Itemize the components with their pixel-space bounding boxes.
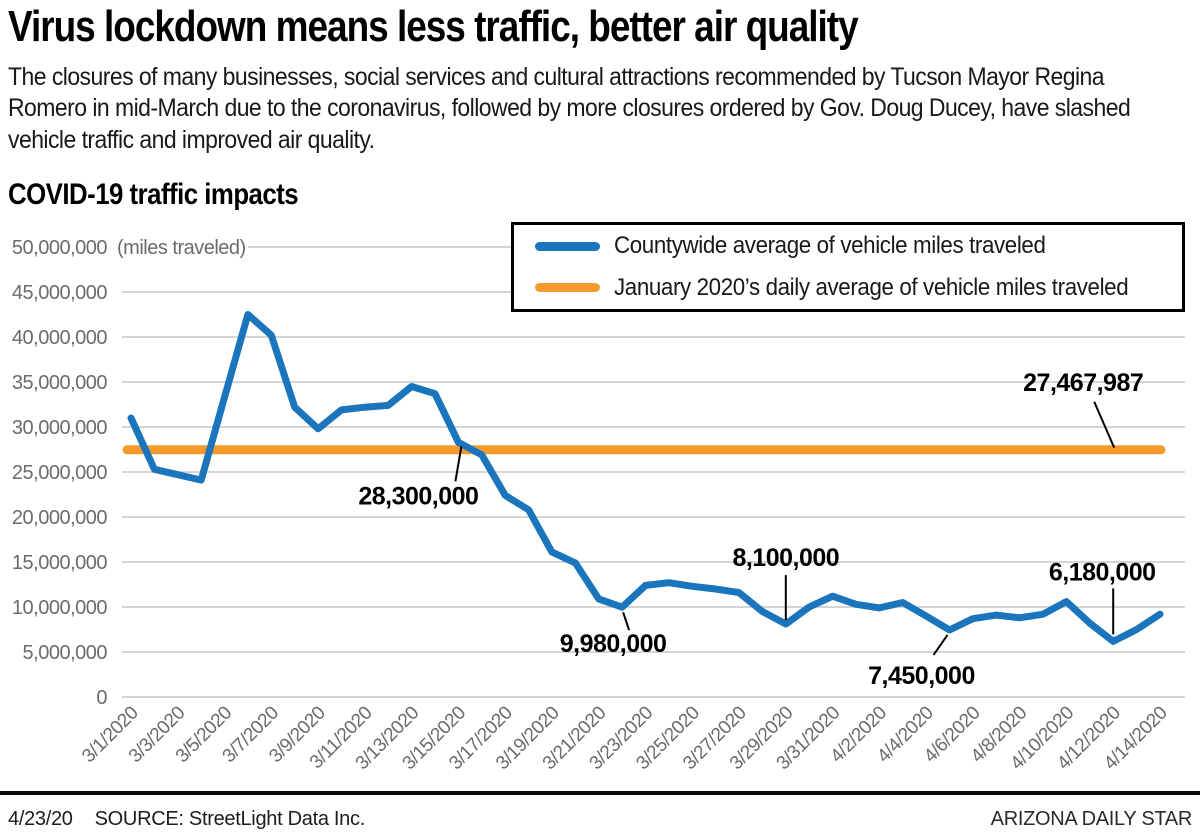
legend-label-countywide: Countywide average of vehicle miles trav… bbox=[614, 232, 1046, 260]
y-tick-label: 40,000,000 bbox=[12, 327, 107, 349]
y-tick-label: 45,000,000 bbox=[12, 282, 107, 304]
footer-date: 4/23/20 bbox=[8, 808, 73, 830]
annotation-label: 27,467,987 bbox=[1023, 369, 1143, 397]
annotation-label: 28,300,000 bbox=[358, 482, 478, 510]
y-tick-label: 0 bbox=[96, 687, 107, 709]
footer-rule bbox=[0, 791, 1200, 795]
annotation-label: 8,100,000 bbox=[732, 544, 839, 572]
legend-item-countywide: Countywide average of vehicle miles trav… bbox=[514, 226, 1182, 266]
legend-swatch-baseline-line bbox=[535, 283, 600, 293]
annotation-pointer bbox=[932, 634, 949, 656]
y-tick-label: 35,000,000 bbox=[12, 372, 107, 394]
annotation-pointer bbox=[1093, 401, 1116, 449]
traffic-series-line bbox=[127, 311, 1164, 645]
annotation-label: 9,980,000 bbox=[560, 630, 667, 658]
y-tick-label: 10,000,000 bbox=[12, 597, 107, 619]
y-tick-label: 50,000,000 bbox=[12, 237, 107, 259]
footer-credit: ARIZONA DAILY STAR bbox=[990, 808, 1193, 830]
subtext: The closures of many businesses, social … bbox=[8, 63, 1131, 154]
legend-label-baseline: January 2020’s daily average of vehicle … bbox=[614, 273, 1129, 301]
y-tick-label: 30,000,000 bbox=[12, 417, 107, 439]
annotation-pointer bbox=[622, 611, 631, 631]
footer-source: SOURCE: StreetLight Data Inc. bbox=[94, 808, 366, 830]
legend-item-january-baseline: January 2020’s daily average of vehicle … bbox=[514, 268, 1182, 308]
chart-title: COVID-19 traffic impacts bbox=[8, 178, 299, 211]
annotation-pointer bbox=[454, 446, 463, 482]
y-tick-label: 25,000,000 bbox=[12, 462, 107, 484]
footer: 4/23/20 SOURCE: StreetLight Data Inc. AR… bbox=[8, 808, 1192, 831]
traffic-line-chart: 0 5,000,000 10,000,000 15,000,000 20,000,000… bbox=[12, 237, 1185, 774]
legend-swatch-countywide-line bbox=[535, 241, 600, 251]
y-tick-label: 5,000,000 bbox=[23, 642, 108, 664]
chart-legend: Countywide average of vehicle miles trav… bbox=[511, 222, 1185, 312]
annotation-label: 6,180,000 bbox=[1049, 558, 1156, 586]
y-axis-unit-note: (miles traveled) bbox=[117, 237, 246, 259]
headline: Virus lockdown means less traffic, bette… bbox=[8, 2, 859, 51]
annotation-label: 7,450,000 bbox=[868, 662, 975, 690]
y-tick-label: 20,000,000 bbox=[12, 507, 107, 529]
y-tick-label: 15,000,000 bbox=[12, 552, 107, 574]
